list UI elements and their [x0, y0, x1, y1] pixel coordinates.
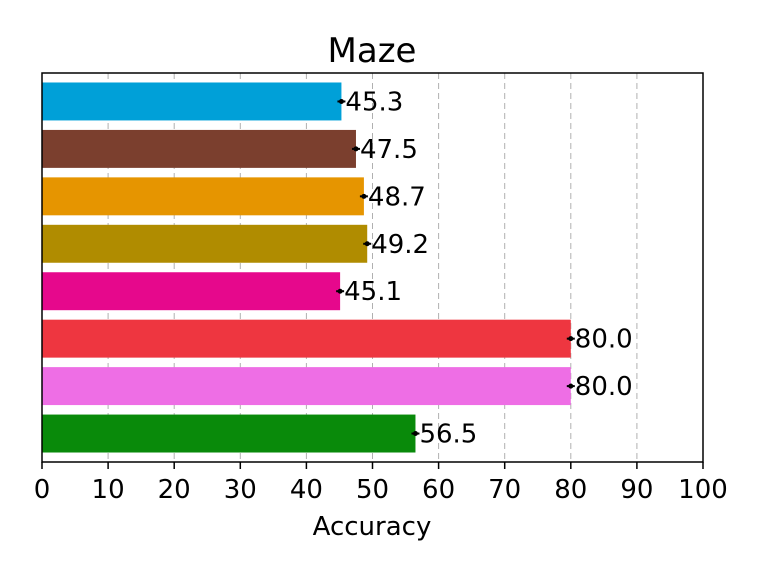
x-tick-label-30: 30: [224, 475, 257, 505]
x-tick-label-60: 60: [422, 475, 455, 505]
bar-7: [42, 414, 416, 453]
bars: [42, 82, 575, 453]
bar-end-marker-4: [337, 288, 343, 294]
bar-5: [42, 319, 571, 358]
bar-end-marker-3: [364, 241, 370, 247]
bar-end-marker-2: [361, 193, 367, 199]
value-label-2: 48.7: [368, 182, 426, 212]
bar-6: [42, 367, 571, 406]
x-tick-label-10: 10: [92, 475, 125, 505]
bar-0: [42, 82, 342, 121]
value-label-5: 80.0: [575, 325, 633, 355]
bar-end-marker-5: [568, 336, 574, 342]
value-label-0: 45.3: [345, 87, 403, 117]
bar-1: [42, 129, 356, 168]
value-label-1: 47.5: [360, 135, 418, 165]
x-ticks: 0 10 20 30 40 50 60 70 80 90 100: [34, 462, 728, 505]
x-axis-label: Accuracy: [313, 512, 432, 542]
x-tick-label-70: 70: [488, 475, 521, 505]
value-label-6: 80.0: [575, 372, 633, 402]
bar-2: [42, 177, 364, 216]
value-label-7: 56.5: [419, 420, 477, 450]
bar-end-marker-7: [412, 431, 418, 437]
bar-3: [42, 224, 368, 263]
x-tick-label-20: 20: [158, 475, 191, 505]
bar-end-marker-6: [568, 383, 574, 389]
bar-4: [42, 272, 341, 311]
bar-end-marker-1: [353, 146, 359, 152]
value-labels: 45.3 47.5 48.7 49.2 45.1 80.0 80.0 56.5: [344, 87, 633, 449]
chart-title: Maze: [328, 31, 417, 71]
x-tick-label-100: 100: [678, 475, 728, 505]
value-label-3: 49.2: [371, 230, 429, 260]
bar-end-marker-0: [338, 98, 344, 104]
x-tick-label-0: 0: [34, 475, 51, 505]
x-tick-label-80: 80: [554, 475, 587, 505]
x-tick-label-40: 40: [290, 475, 323, 505]
x-tick-label-90: 90: [620, 475, 653, 505]
value-label-4: 45.1: [344, 277, 402, 307]
x-tick-label-50: 50: [356, 475, 389, 505]
